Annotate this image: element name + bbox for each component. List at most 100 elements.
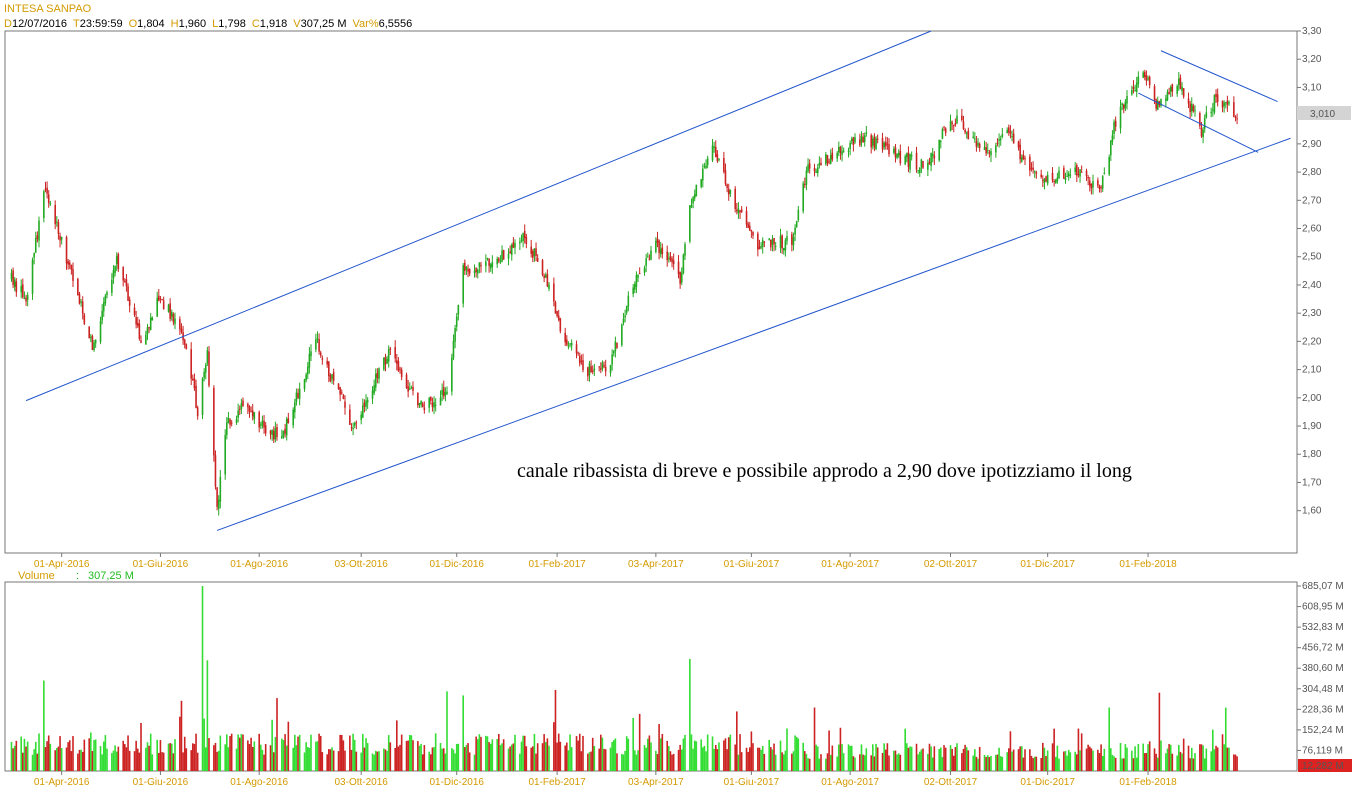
- candle-body: [1166, 92, 1169, 101]
- candle-body: [285, 419, 288, 436]
- volume-bar: [1042, 742, 1044, 771]
- volume-bar: [603, 748, 605, 771]
- candle-body: [204, 364, 207, 373]
- volume-bar: [340, 734, 343, 771]
- candle-body: [195, 385, 197, 408]
- volume-bar: [408, 734, 411, 771]
- candle-body: [12, 270, 14, 285]
- candle-body: [724, 170, 727, 184]
- volume-x-tick-label: 01-Dic-2017: [1020, 777, 1075, 788]
- candle-body: [1088, 180, 1091, 186]
- price-y-tick-label: 1,70: [1302, 477, 1322, 488]
- volume-bar: [56, 748, 58, 771]
- price-y-tick-label: 2,90: [1302, 139, 1322, 150]
- candle-body: [217, 499, 220, 510]
- volume-bar: [305, 742, 307, 771]
- volume-bar: [488, 742, 490, 771]
- field-key-var: Var%: [353, 18, 379, 30]
- volume-x-tick-label: 01-Giu-2016: [133, 777, 189, 788]
- volume-bar: [1158, 692, 1161, 771]
- volume-bar: [1192, 758, 1195, 771]
- candle-body: [156, 297, 158, 317]
- candle-body: [1202, 129, 1204, 137]
- volume-y-tick-label: 532,83 M: [1302, 622, 1344, 633]
- candle-body: [502, 249, 505, 260]
- candle-body: [1182, 88, 1185, 97]
- volume-bar: [625, 736, 628, 771]
- volume-bar: [575, 736, 578, 771]
- volume-bar: [1202, 745, 1204, 771]
- volume-bar: [530, 747, 532, 771]
- volume-bar: [774, 754, 777, 771]
- volume-bar: [601, 737, 604, 771]
- candle-body: [1066, 175, 1068, 177]
- candle-body: [702, 168, 704, 181]
- candle-body: [1032, 167, 1034, 170]
- volume-bar: [1132, 758, 1135, 771]
- candle-body: [519, 241, 521, 244]
- candle-body: [376, 372, 379, 379]
- candle-body: [802, 183, 804, 212]
- candle-body: [727, 188, 730, 195]
- volume-bar: [146, 742, 149, 771]
- candle-body: [190, 349, 192, 379]
- volume-bar: [253, 741, 256, 771]
- volume-bar: [114, 745, 116, 771]
- volume-bar: [570, 747, 573, 771]
- volume-y-axis: 685,07 M 608,95 M 532,83 M 456,72 M 380,60 M…: [1297, 581, 1344, 756]
- volume-bar: [196, 752, 199, 771]
- candle-body: [65, 236, 68, 264]
- price-y-tick-label: 2,30: [1302, 308, 1322, 319]
- volume-bar: [514, 734, 516, 771]
- volume-bar: [1051, 743, 1054, 771]
- candle-body: [408, 388, 411, 390]
- candle-body: [106, 292, 108, 296]
- volume-bar: [532, 746, 534, 771]
- volume-bar: [1171, 753, 1174, 771]
- candle-body: [158, 295, 160, 301]
- candle-body: [1063, 168, 1065, 179]
- volume-bar: [226, 734, 228, 771]
- volume-y-tick-label: 456,72 M: [1302, 643, 1344, 654]
- volume-bar: [169, 743, 171, 771]
- volume-bar: [203, 718, 205, 771]
- volume-x-tick-label: 01-Feb-2018: [1119, 777, 1177, 788]
- candle-body: [978, 143, 981, 149]
- field-value-volume: 307,25 M: [301, 18, 347, 30]
- volume-bar: [418, 745, 421, 771]
- volume-bar: [135, 740, 137, 771]
- volume-bar: [412, 740, 414, 771]
- last-volume-label: 12,282 M: [1302, 761, 1344, 772]
- candle-body: [974, 138, 976, 140]
- candle-body: [111, 279, 113, 293]
- volume-bar: [376, 751, 379, 771]
- candle-body: [15, 281, 18, 293]
- candle-body: [548, 284, 550, 289]
- candle-body: [646, 256, 649, 258]
- volume-bar: [870, 755, 872, 771]
- candle-body: [203, 372, 205, 378]
- volume-bar: [977, 758, 979, 771]
- volume-bar: [745, 747, 748, 771]
- volume-bar: [67, 742, 69, 771]
- volume-bar: [1110, 748, 1112, 771]
- price-y-tick-label: 3,10: [1302, 82, 1322, 93]
- volume-bar: [1100, 744, 1102, 771]
- volume-bar: [1097, 749, 1099, 771]
- candle-body: [1179, 77, 1182, 89]
- volume-bar: [841, 744, 843, 771]
- volume-bar: [1022, 757, 1025, 771]
- volume-value: 307,25 M: [88, 570, 134, 582]
- volume-bar: [888, 755, 890, 771]
- candle-body: [771, 239, 774, 245]
- candle-body: [711, 145, 714, 161]
- candle-body: [349, 409, 351, 425]
- volume-bar: [726, 749, 728, 771]
- candle-body: [603, 365, 605, 367]
- volume-bar: [235, 748, 238, 771]
- candle-body: [305, 374, 307, 381]
- candle-body: [102, 302, 105, 312]
- candle-body: [93, 342, 95, 350]
- candle-body: [815, 171, 817, 173]
- candle-body: [893, 148, 895, 153]
